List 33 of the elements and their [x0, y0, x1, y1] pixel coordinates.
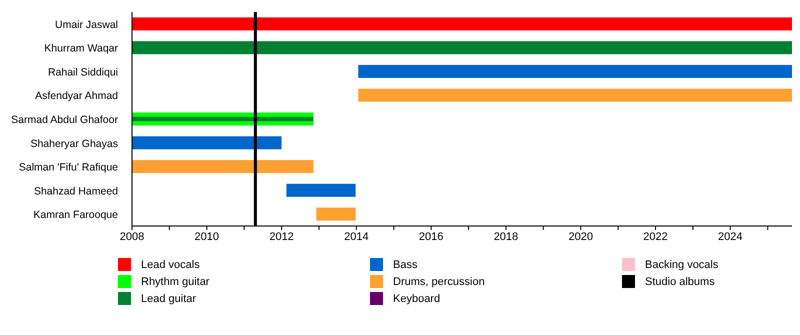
x-tick-label: 2010 [194, 230, 220, 243]
x-tick-label: 2014 [344, 230, 369, 243]
legend-label: Lead guitar [141, 292, 196, 304]
legend-label: Keyboard [393, 292, 440, 304]
y-tick-label: Shaheryar Ghayas [30, 138, 118, 150]
bar [132, 160, 314, 174]
x-tick-label: 2016 [418, 230, 444, 243]
y-tick-label: Rahail Siddiqui [48, 66, 118, 78]
y-tick-label: Salman 'Fifu' Rafique [18, 162, 118, 174]
x-tick-label: 2020 [568, 230, 593, 243]
bar [358, 88, 792, 102]
x-tick-label: 2018 [494, 230, 518, 243]
legend-label: Lead vocals [141, 258, 200, 270]
bar [358, 64, 792, 78]
y-tick-label: Asfendyar Ahmad [35, 90, 118, 102]
x-tick-label: 2022 [643, 230, 668, 243]
x-tick-label: 2012 [269, 230, 294, 243]
y-tick-label: Shahzad Hameed [34, 185, 118, 198]
legend-label: Studio albums [645, 276, 715, 288]
y-tick-label: Sarmad Abdul Ghafoor [11, 114, 118, 126]
bar [132, 136, 282, 150]
y-tick-label: Umair Jaswal [54, 18, 118, 31]
y-tick-label: Kamran Farooque [33, 209, 118, 222]
legend-label: Rhythm guitar [141, 276, 210, 288]
y-tick-label: Khurram Waqar [44, 42, 118, 55]
legend-label: Bass [393, 258, 418, 270]
bar [132, 17, 792, 30]
legend-label: Drums, percussion [393, 276, 485, 288]
bar [286, 184, 356, 197]
bar [316, 208, 356, 221]
x-tick-label: 2024 [718, 230, 743, 243]
x-tick-label: 2008 [120, 230, 144, 243]
legend-label: Backing vocals [645, 258, 718, 270]
